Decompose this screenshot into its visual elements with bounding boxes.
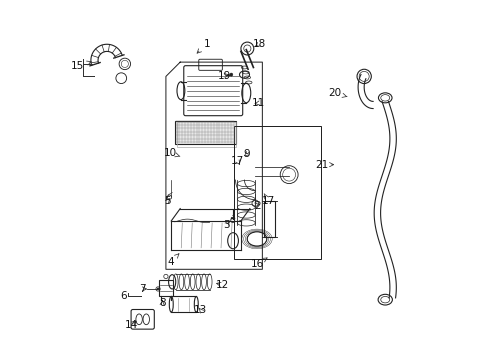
- Text: 19: 19: [217, 71, 230, 81]
- Text: 9: 9: [243, 149, 250, 159]
- Text: 8: 8: [159, 298, 165, 308]
- Text: 2: 2: [254, 201, 261, 211]
- Text: 6: 6: [120, 291, 127, 301]
- Bar: [159, 280, 173, 296]
- Text: 5: 5: [163, 197, 170, 206]
- Text: 3: 3: [223, 220, 229, 230]
- Bar: [175, 121, 235, 144]
- Text: 4: 4: [167, 254, 179, 267]
- Ellipse shape: [229, 73, 232, 76]
- Bar: [264, 202, 274, 237]
- Text: 15: 15: [71, 61, 91, 71]
- Text: 17: 17: [231, 157, 244, 166]
- Text: 17: 17: [261, 194, 274, 206]
- Bar: [233, 126, 321, 258]
- Text: 13: 13: [194, 305, 207, 315]
- Text: 1: 1: [197, 39, 210, 53]
- Text: 12: 12: [215, 280, 228, 290]
- Text: 7: 7: [139, 284, 146, 294]
- Text: 16: 16: [250, 258, 266, 269]
- Text: 14: 14: [124, 320, 138, 330]
- Text: 10: 10: [163, 148, 180, 158]
- Text: 21: 21: [315, 159, 333, 170]
- Text: 18: 18: [253, 39, 266, 49]
- Text: 20: 20: [327, 88, 346, 98]
- Bar: [176, 122, 235, 147]
- Text: 11: 11: [251, 98, 264, 108]
- Circle shape: [157, 288, 159, 290]
